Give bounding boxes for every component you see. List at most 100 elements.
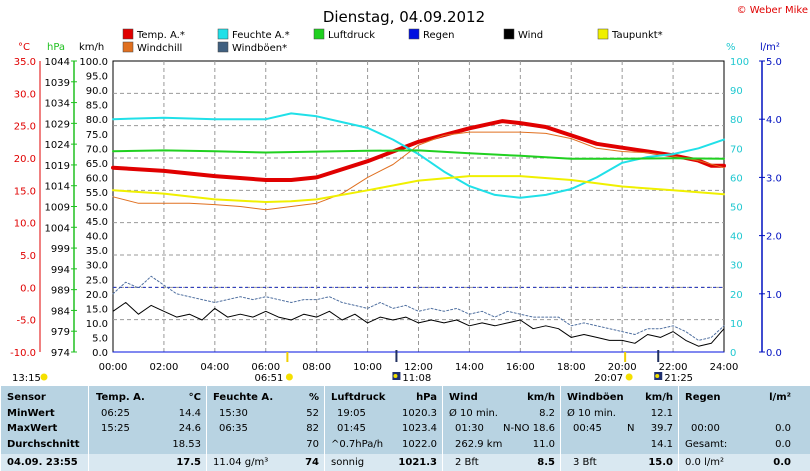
pressure-tick-label: 1004 bbox=[45, 223, 70, 234]
copyright-label: © Weber Mike bbox=[737, 5, 808, 16]
legend-label: Taupunkt* bbox=[611, 30, 663, 41]
x-tick-label: 02:00 bbox=[150, 362, 179, 373]
rain-tick-label: 3.0 bbox=[766, 173, 782, 184]
legend-label: Luftdruck bbox=[328, 30, 375, 41]
wind-tick-label: 85.0 bbox=[86, 101, 108, 112]
rain-tick-label: 2.0 bbox=[766, 232, 782, 243]
x-tick-label: 14:00 bbox=[455, 362, 484, 373]
gust-max-direction: N bbox=[627, 423, 635, 434]
wind-tick-label: 95.0 bbox=[86, 72, 108, 83]
axis-unit-labels: °C hPa km/h% l/m² bbox=[18, 42, 780, 53]
series-windchill bbox=[112, 131, 725, 211]
wind-tick-label: 35.0 bbox=[86, 246, 108, 257]
pressure-header: Luftdruck bbox=[331, 392, 386, 403]
humidity-unit-label: % bbox=[726, 42, 736, 53]
humidity-tick-label: 0 bbox=[730, 348, 736, 359]
rain-max-time: 00:00 bbox=[691, 423, 720, 434]
moonrise-time: 11:08 bbox=[402, 373, 431, 384]
x-tick-label: 20:00 bbox=[608, 362, 637, 373]
moon-glyph-icon bbox=[393, 374, 398, 378]
weather-chart: Dienstag, 04.09.2012 © Weber Mike Temp. … bbox=[10, 5, 808, 384]
chart-series bbox=[111, 112, 726, 353]
wind-max-value: 18.6 bbox=[532, 423, 555, 434]
series-taupunkt bbox=[112, 175, 725, 203]
wind-tick-label: 45.0 bbox=[86, 217, 108, 228]
gust-max-value: 39.7 bbox=[650, 423, 673, 434]
wind-tick-label: 90.0 bbox=[86, 86, 108, 97]
humidity-now-absolute: 11.04 g/m³ bbox=[213, 457, 269, 468]
wind-tick-label: 30.0 bbox=[86, 261, 108, 272]
row-label-now: 04.09. 23:55 bbox=[7, 457, 78, 468]
x-tick-label: 24:00 bbox=[710, 362, 739, 373]
left-sun-icon bbox=[40, 373, 48, 381]
gust-avg-value: 14.1 bbox=[650, 439, 673, 450]
sunrise-icon bbox=[285, 373, 293, 381]
x-tick-label: 12:00 bbox=[404, 362, 433, 373]
stats-col-pressure: Luftdruck hPa 19:05 1020.3 01:45 1023.4 … bbox=[324, 386, 443, 471]
chart-title: Dienstag, 04.09.2012 bbox=[323, 8, 485, 26]
legend-label: Regen bbox=[423, 30, 455, 41]
humidity-tick-label: 90 bbox=[730, 86, 743, 97]
rain-tick-label: 0.0 bbox=[766, 348, 782, 359]
series-feuchte-a bbox=[112, 112, 725, 199]
temp-unit-label: °C bbox=[18, 42, 30, 53]
pressure-tick-label: 979 bbox=[51, 327, 70, 338]
rain-unit: l/m² bbox=[769, 392, 791, 403]
temp-tick-label: 35.0 bbox=[14, 57, 36, 68]
row-label-min: MinWert bbox=[7, 408, 55, 419]
humidity-tick-label: 20 bbox=[730, 290, 743, 301]
series-luftdruck bbox=[112, 149, 725, 160]
pressure-tick-label: 974 bbox=[51, 348, 70, 359]
temp-min-value: 14.4 bbox=[178, 408, 201, 419]
rain-tick-label: 4.0 bbox=[766, 115, 782, 126]
x-tick-label: 08:00 bbox=[302, 362, 331, 373]
legend-label: Windböen* bbox=[232, 43, 287, 54]
temp-tick-label: 30.0 bbox=[14, 89, 36, 100]
stats-current-row-bg bbox=[0, 454, 810, 471]
humidity-tick-label: 30 bbox=[730, 261, 743, 272]
pressure-min-time: 19:05 bbox=[337, 408, 366, 419]
chart-axes: 35.0 30.0 25.0 20.0 15.0 10.0 5.0 0.0 -5.0 -10.0 1… bbox=[10, 57, 782, 359]
temp-header: Temp. A. bbox=[96, 392, 145, 403]
wind-tick-label: 65.0 bbox=[86, 159, 108, 170]
legend-swatch bbox=[122, 28, 134, 40]
temp-tick-label: 5.0 bbox=[20, 251, 36, 262]
legend-swatch bbox=[408, 28, 420, 40]
pressure-trend: ^0.7hPa/h bbox=[331, 439, 384, 450]
wind-tick-label: 40.0 bbox=[86, 232, 108, 243]
series-wind bbox=[112, 302, 725, 347]
left-time-label: 13:15 bbox=[12, 373, 41, 384]
sensor-header: Sensor bbox=[7, 392, 46, 403]
wind-tick-label: 20.0 bbox=[86, 290, 108, 301]
pressure-max-time: 01:45 bbox=[337, 423, 366, 434]
temp-tick-label: 0.0 bbox=[20, 283, 36, 294]
wind-tick-label: 0.0 bbox=[92, 348, 108, 359]
stats-col-wind: Wind km/h Ø 10 min. 8.2 01:30 N-NO 18.6 … bbox=[442, 386, 561, 471]
wind-distance: 262.9 km bbox=[455, 439, 503, 450]
humidity-unit: % bbox=[308, 392, 319, 403]
pressure-forecast: sonnig bbox=[331, 457, 365, 468]
pressure-tick-label: 1044 bbox=[45, 57, 70, 68]
temp-tick-label: 25.0 bbox=[14, 122, 36, 133]
humidity-max-value: 82 bbox=[306, 423, 319, 434]
legend-label: Temp. A.* bbox=[136, 30, 185, 41]
wind-tick-label: 5.0 bbox=[92, 333, 108, 344]
humidity-tick-label: 40 bbox=[730, 232, 743, 243]
humidity-tick-label: 80 bbox=[730, 115, 743, 126]
temp-tick-label: -5.0 bbox=[16, 316, 36, 327]
wind-max-direction: N-NO bbox=[503, 423, 530, 434]
humidity-tick-label: 10 bbox=[730, 319, 743, 330]
temp-now-value: 17.5 bbox=[176, 457, 201, 468]
temp-tick-label: 20.0 bbox=[14, 154, 36, 165]
humidity-min-time: 15:30 bbox=[219, 408, 248, 419]
humidity-tick-label: 60 bbox=[730, 173, 743, 184]
legend-swatch bbox=[122, 41, 134, 53]
rain-total-value: 0.0 bbox=[775, 439, 791, 450]
pressure-min-value: 1020.3 bbox=[402, 408, 437, 419]
pressure-tick-label: 1039 bbox=[45, 78, 70, 89]
stats-col-gust: Windböen km/h Ø 10 min. 12.1 00:45 N 39.… bbox=[560, 386, 679, 471]
pressure-avg-value: 1022.0 bbox=[402, 439, 437, 450]
wind-unit-label: km/h bbox=[79, 42, 104, 53]
pressure-tick-label: 999 bbox=[51, 244, 70, 255]
wind-tick-label: 80.0 bbox=[86, 115, 108, 126]
